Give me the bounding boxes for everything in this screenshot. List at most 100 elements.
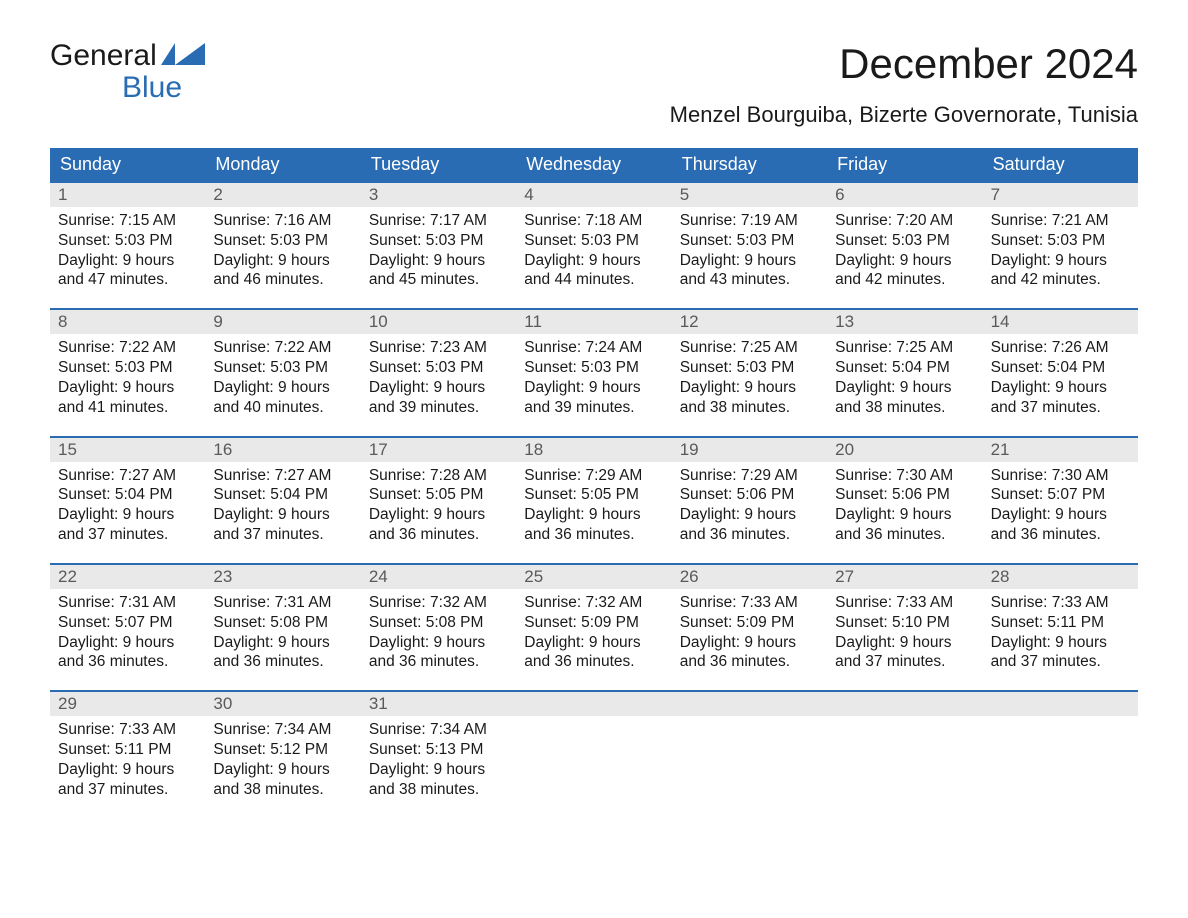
day-cell: Sunrise: 7:33 AMSunset: 5:09 PMDaylight:… <box>672 589 827 690</box>
calendar: Sunday Monday Tuesday Wednesday Thursday… <box>50 148 1138 818</box>
day-number: 16 <box>205 438 360 462</box>
daylight-text-2: and 41 minutes. <box>58 398 197 418</box>
sunset-text: Sunset: 5:11 PM <box>991 613 1130 633</box>
day-body-row: Sunrise: 7:31 AMSunset: 5:07 PMDaylight:… <box>50 589 1138 690</box>
sunrise-text: Sunrise: 7:24 AM <box>524 338 663 358</box>
day-body-row: Sunrise: 7:33 AMSunset: 5:11 PMDaylight:… <box>50 716 1138 817</box>
daylight-text-2: and 36 minutes. <box>680 525 819 545</box>
daylight-text-1: Daylight: 9 hours <box>369 251 508 271</box>
sunset-text: Sunset: 5:11 PM <box>58 740 197 760</box>
day-number <box>672 692 827 716</box>
daylight-text-2: and 46 minutes. <box>213 270 352 290</box>
day-cell: Sunrise: 7:29 AMSunset: 5:06 PMDaylight:… <box>672 462 827 563</box>
sunset-text: Sunset: 5:06 PM <box>680 485 819 505</box>
month-title: December 2024 <box>670 40 1138 88</box>
logo-text-1: General <box>50 40 157 72</box>
sunset-text: Sunset: 5:03 PM <box>680 358 819 378</box>
day-number-row: 15161718192021 <box>50 438 1138 462</box>
day-cell: Sunrise: 7:31 AMSunset: 5:08 PMDaylight:… <box>205 589 360 690</box>
daylight-text-1: Daylight: 9 hours <box>680 251 819 271</box>
header: General Blue December 2024 Menzel Bourgu… <box>50 40 1138 140</box>
day-cell: Sunrise: 7:33 AMSunset: 5:10 PMDaylight:… <box>827 589 982 690</box>
daylight-text-2: and 39 minutes. <box>524 398 663 418</box>
sunset-text: Sunset: 5:05 PM <box>369 485 508 505</box>
sunrise-text: Sunrise: 7:34 AM <box>213 720 352 740</box>
sunset-text: Sunset: 5:03 PM <box>524 231 663 251</box>
sunset-text: Sunset: 5:08 PM <box>213 613 352 633</box>
sunset-text: Sunset: 5:03 PM <box>58 231 197 251</box>
daylight-text-2: and 36 minutes. <box>835 525 974 545</box>
sunset-text: Sunset: 5:12 PM <box>213 740 352 760</box>
day-number <box>983 692 1138 716</box>
daylight-text-2: and 39 minutes. <box>369 398 508 418</box>
dow-saturday: Saturday <box>983 148 1138 181</box>
sunrise-text: Sunrise: 7:27 AM <box>213 466 352 486</box>
sunset-text: Sunset: 5:03 PM <box>369 358 508 378</box>
daylight-text-2: and 38 minutes. <box>680 398 819 418</box>
day-cell: Sunrise: 7:28 AMSunset: 5:05 PMDaylight:… <box>361 462 516 563</box>
day-cell <box>827 716 982 817</box>
daylight-text-2: and 40 minutes. <box>213 398 352 418</box>
day-number-row: 891011121314 <box>50 310 1138 334</box>
day-cell: Sunrise: 7:21 AMSunset: 5:03 PMDaylight:… <box>983 207 1138 308</box>
sunset-text: Sunset: 5:03 PM <box>58 358 197 378</box>
dow-wednesday: Wednesday <box>516 148 671 181</box>
sunrise-text: Sunrise: 7:34 AM <box>369 720 508 740</box>
day-number: 26 <box>672 565 827 589</box>
daylight-text-2: and 38 minutes. <box>835 398 974 418</box>
day-cell: Sunrise: 7:33 AMSunset: 5:11 PMDaylight:… <box>983 589 1138 690</box>
day-cell: Sunrise: 7:27 AMSunset: 5:04 PMDaylight:… <box>205 462 360 563</box>
sunset-text: Sunset: 5:09 PM <box>524 613 663 633</box>
daylight-text-1: Daylight: 9 hours <box>991 251 1130 271</box>
sunset-text: Sunset: 5:03 PM <box>835 231 974 251</box>
day-number: 12 <box>672 310 827 334</box>
daylight-text-1: Daylight: 9 hours <box>835 505 974 525</box>
day-body-row: Sunrise: 7:15 AMSunset: 5:03 PMDaylight:… <box>50 207 1138 308</box>
daylight-text-1: Daylight: 9 hours <box>991 505 1130 525</box>
day-number: 29 <box>50 692 205 716</box>
day-cell: Sunrise: 7:30 AMSunset: 5:07 PMDaylight:… <box>983 462 1138 563</box>
sunset-text: Sunset: 5:03 PM <box>369 231 508 251</box>
day-cell: Sunrise: 7:20 AMSunset: 5:03 PMDaylight:… <box>827 207 982 308</box>
daylight-text-1: Daylight: 9 hours <box>524 378 663 398</box>
day-number: 6 <box>827 183 982 207</box>
sunrise-text: Sunrise: 7:22 AM <box>58 338 197 358</box>
dow-sunday: Sunday <box>50 148 205 181</box>
sunrise-text: Sunrise: 7:33 AM <box>991 593 1130 613</box>
daylight-text-2: and 47 minutes. <box>58 270 197 290</box>
day-cell: Sunrise: 7:19 AMSunset: 5:03 PMDaylight:… <box>672 207 827 308</box>
dow-tuesday: Tuesday <box>361 148 516 181</box>
dow-thursday: Thursday <box>672 148 827 181</box>
sunrise-text: Sunrise: 7:28 AM <box>369 466 508 486</box>
sunset-text: Sunset: 5:05 PM <box>524 485 663 505</box>
day-number: 20 <box>827 438 982 462</box>
sunrise-text: Sunrise: 7:33 AM <box>835 593 974 613</box>
sunset-text: Sunset: 5:09 PM <box>680 613 819 633</box>
sunrise-text: Sunrise: 7:15 AM <box>58 211 197 231</box>
day-cell: Sunrise: 7:17 AMSunset: 5:03 PMDaylight:… <box>361 207 516 308</box>
day-cell: Sunrise: 7:25 AMSunset: 5:03 PMDaylight:… <box>672 334 827 435</box>
daylight-text-2: and 36 minutes. <box>58 652 197 672</box>
day-number: 1 <box>50 183 205 207</box>
daylight-text-2: and 37 minutes. <box>991 652 1130 672</box>
day-cell: Sunrise: 7:31 AMSunset: 5:07 PMDaylight:… <box>50 589 205 690</box>
sunrise-text: Sunrise: 7:26 AM <box>991 338 1130 358</box>
location-text: Menzel Bourguiba, Bizerte Governorate, T… <box>670 102 1138 128</box>
day-number: 31 <box>361 692 516 716</box>
day-cell <box>672 716 827 817</box>
daylight-text-1: Daylight: 9 hours <box>369 378 508 398</box>
day-cell: Sunrise: 7:15 AMSunset: 5:03 PMDaylight:… <box>50 207 205 308</box>
day-cell: Sunrise: 7:26 AMSunset: 5:04 PMDaylight:… <box>983 334 1138 435</box>
sunrise-text: Sunrise: 7:33 AM <box>680 593 819 613</box>
dow-monday: Monday <box>205 148 360 181</box>
sunrise-text: Sunrise: 7:29 AM <box>524 466 663 486</box>
daylight-text-2: and 37 minutes. <box>58 525 197 545</box>
day-cell: Sunrise: 7:29 AMSunset: 5:05 PMDaylight:… <box>516 462 671 563</box>
daylight-text-2: and 36 minutes. <box>524 525 663 545</box>
day-number: 14 <box>983 310 1138 334</box>
daylight-text-2: and 36 minutes. <box>991 525 1130 545</box>
sunset-text: Sunset: 5:10 PM <box>835 613 974 633</box>
daylight-text-2: and 42 minutes. <box>835 270 974 290</box>
sunrise-text: Sunrise: 7:31 AM <box>213 593 352 613</box>
day-number: 28 <box>983 565 1138 589</box>
